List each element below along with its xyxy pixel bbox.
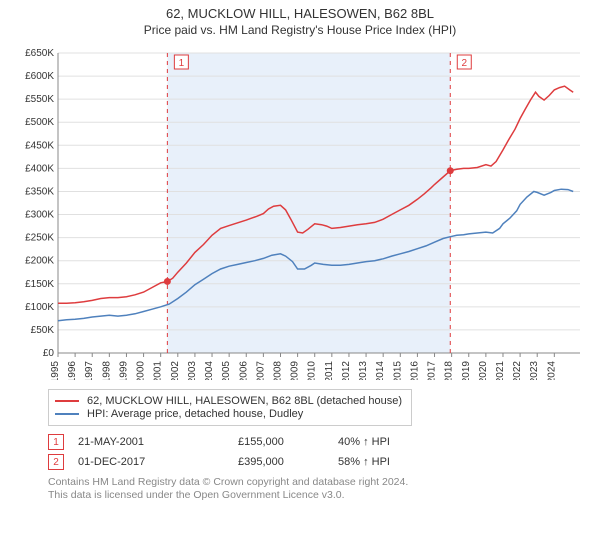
svg-text:2005: 2005: [221, 361, 232, 380]
svg-text:2013: 2013: [358, 361, 369, 380]
title-sub: Price paid vs. HM Land Registry's House …: [0, 23, 600, 37]
svg-text:£650K: £650K: [25, 48, 54, 59]
transaction-marker: 2: [48, 454, 64, 470]
svg-text:2016: 2016: [409, 361, 420, 380]
svg-text:2021: 2021: [495, 361, 506, 380]
transaction-date: 01-DEC-2017: [78, 456, 238, 468]
svg-text:£350K: £350K: [25, 186, 54, 197]
svg-text:2002: 2002: [170, 361, 181, 380]
svg-text:£150K: £150K: [25, 279, 54, 290]
svg-text:2008: 2008: [272, 361, 283, 380]
svg-text:2000: 2000: [136, 361, 147, 380]
svg-text:£500K: £500K: [25, 117, 54, 128]
svg-text:£0: £0: [43, 348, 55, 359]
svg-text:2004: 2004: [204, 361, 215, 380]
svg-text:2007: 2007: [255, 361, 266, 380]
svg-text:£450K: £450K: [25, 140, 54, 151]
footer-line-1: Contains HM Land Registry data © Crown c…: [48, 476, 600, 489]
legend-row: HPI: Average price, detached house, Dudl…: [55, 408, 405, 420]
svg-text:£100K: £100K: [25, 302, 54, 313]
transaction-price: £395,000: [238, 456, 338, 468]
legend-label: HPI: Average price, detached house, Dudl…: [87, 408, 303, 420]
svg-text:1998: 1998: [101, 361, 112, 380]
legend-swatch: [55, 413, 79, 415]
svg-text:£50K: £50K: [31, 325, 55, 336]
svg-text:1995: 1995: [50, 361, 61, 380]
svg-text:2006: 2006: [238, 361, 249, 380]
svg-text:2001: 2001: [153, 361, 164, 380]
svg-text:2010: 2010: [307, 361, 318, 380]
footer-line-2: This data is licensed under the Open Gov…: [48, 489, 600, 502]
svg-text:2023: 2023: [529, 361, 540, 380]
svg-text:2024: 2024: [546, 361, 557, 380]
svg-text:1999: 1999: [118, 361, 129, 380]
svg-text:2019: 2019: [461, 361, 472, 380]
title-main: 62, MUCKLOW HILL, HALESOWEN, B62 8BL: [0, 6, 600, 21]
transaction-delta: 58% ↑ HPI: [338, 456, 390, 468]
svg-text:2014: 2014: [375, 361, 386, 380]
transaction-row: 2 01-DEC-2017£395,00058% ↑ HPI: [48, 454, 600, 470]
svg-text:2018: 2018: [444, 361, 455, 380]
legend-swatch: [55, 400, 79, 402]
transaction-price: £155,000: [238, 436, 338, 448]
svg-text:1996: 1996: [67, 361, 78, 380]
legend-label: 62, MUCKLOW HILL, HALESOWEN, B62 8BL (de…: [87, 395, 402, 407]
svg-text:2015: 2015: [392, 361, 403, 380]
svg-text:£550K: £550K: [25, 94, 54, 105]
svg-text:£600K: £600K: [25, 71, 54, 82]
svg-text:1997: 1997: [84, 361, 95, 380]
svg-text:£300K: £300K: [25, 210, 54, 221]
transaction-row: 1 21-MAY-2001£155,00040% ↑ HPI: [48, 434, 600, 450]
svg-text:1: 1: [179, 58, 185, 69]
svg-text:£200K: £200K: [25, 256, 54, 267]
legend: 62, MUCKLOW HILL, HALESOWEN, B62 8BL (de…: [48, 389, 412, 426]
transactions-table: 1 21-MAY-2001£155,00040% ↑ HPI 2 01-DEC-201…: [48, 434, 600, 470]
svg-text:£400K: £400K: [25, 163, 54, 174]
svg-text:2022: 2022: [512, 361, 523, 380]
legend-row: 62, MUCKLOW HILL, HALESOWEN, B62 8BL (de…: [55, 395, 405, 407]
transaction-date: 21-MAY-2001: [78, 436, 238, 448]
svg-text:2012: 2012: [341, 361, 352, 380]
svg-text:2017: 2017: [427, 361, 438, 380]
svg-text:2: 2: [461, 58, 467, 69]
svg-text:£250K: £250K: [25, 233, 54, 244]
chart-wrap: £0 £50K £100K £150K £200K £250K £300K £350K £400…: [10, 45, 590, 383]
svg-text:2003: 2003: [187, 361, 198, 380]
footer: Contains HM Land Registry data © Crown c…: [48, 476, 600, 502]
transaction-delta: 40% ↑ HPI: [338, 436, 390, 448]
svg-text:2011: 2011: [324, 361, 335, 380]
titles: 62, MUCKLOW HILL, HALESOWEN, B62 8BL Pri…: [0, 0, 600, 37]
price-chart: £0 £50K £100K £150K £200K £250K £300K £350K £400…: [10, 45, 590, 380]
svg-text:2009: 2009: [290, 361, 301, 380]
svg-text:2020: 2020: [478, 361, 489, 380]
transaction-marker: 1: [48, 434, 64, 450]
